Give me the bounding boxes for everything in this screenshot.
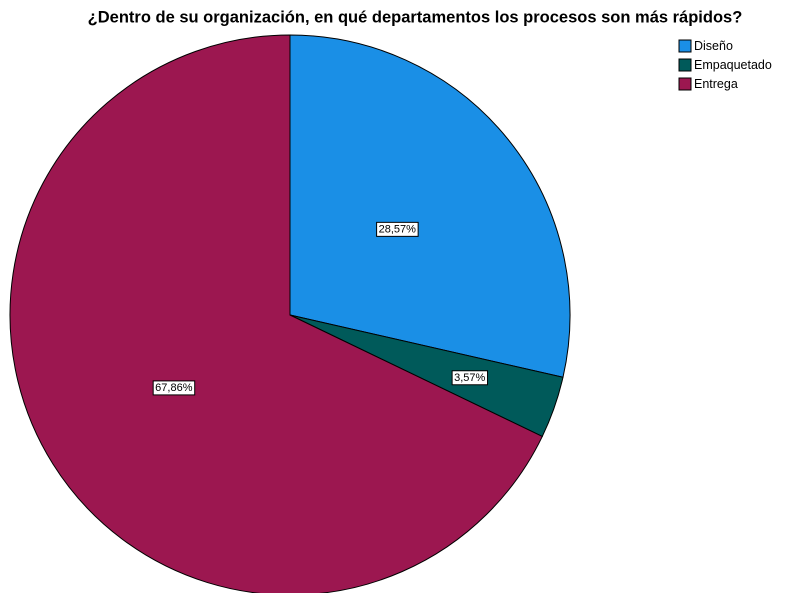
chart-title: ¿Dentro de su organización, en qué depar… bbox=[88, 8, 743, 26]
legend-swatch bbox=[678, 58, 692, 72]
data-label-box bbox=[376, 221, 419, 237]
data-label-box bbox=[152, 380, 196, 396]
legend-label: Empaquetado bbox=[694, 58, 772, 72]
data-label: 3,57% bbox=[454, 372, 485, 384]
legend-swatch bbox=[678, 77, 692, 91]
legend-label: Diseño bbox=[694, 39, 733, 53]
pie-slice bbox=[9, 34, 543, 593]
data-label-box bbox=[451, 370, 489, 386]
data-label: 28,57% bbox=[379, 223, 417, 235]
data-label: 67,86% bbox=[155, 382, 193, 394]
pie-slice bbox=[289, 34, 571, 378]
legend-label: Entrega bbox=[694, 77, 738, 91]
legend-swatch bbox=[678, 39, 692, 53]
